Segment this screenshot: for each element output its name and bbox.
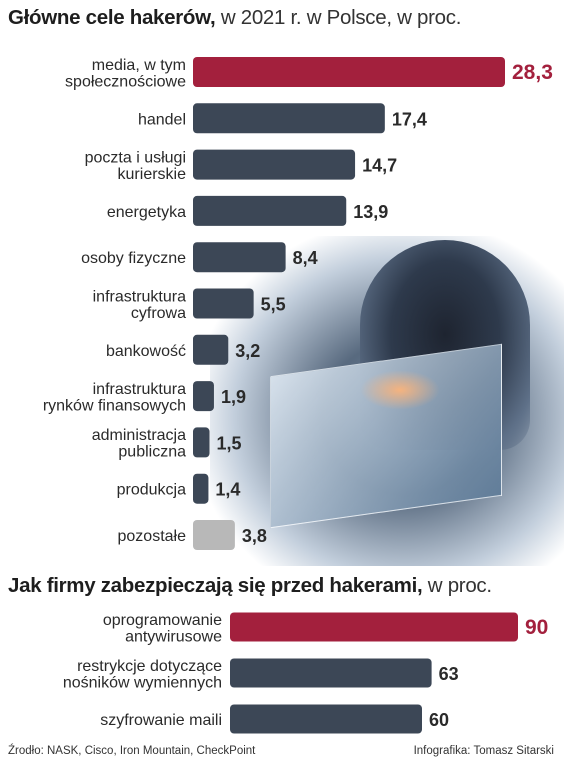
category-label-0-1-0: handel [138,111,186,128]
bar-0-6 [193,334,229,365]
bar-0-4 [193,242,286,273]
bar-0-0 [193,57,505,87]
bar-0-1 [193,103,385,134]
bar-0-5 [193,288,254,319]
value-label-0-4: 8,4 [293,248,318,268]
screen-glow-illustration [360,370,440,410]
bar-1-2 [230,704,422,734]
bar-0-7 [193,381,214,412]
value-label-0-0: 28,3 [512,61,553,84]
value-label-1-1: 63 [439,664,459,684]
bar-0-9 [193,473,209,504]
category-label-0-4-0: osoby fizyczne [81,250,186,267]
category-label-0-2-1: kurierskie [118,166,187,183]
category-label-0-8-1: publiczna [118,444,186,461]
bar-0-10 [193,520,235,550]
value-label-0-2: 14,7 [362,156,397,176]
value-label-1-2: 60 [429,710,449,730]
category-label-0-8-0: administracja [92,427,186,444]
category-label-0-2-0: poczta i usługi [85,149,186,166]
category-label-0-5-0: infrastruktura [93,288,186,305]
category-label-1-1-0: restrykcje dotyczące [77,658,222,675]
value-label-0-7: 1,9 [221,387,246,407]
value-label-0-6: 3,2 [235,341,260,361]
source-note: Źrodło: NASK, Cisco, Iron Mountain, Chec… [8,745,256,757]
bar-0-3 [193,195,347,226]
category-label-0-7-1: rynków finansowych [43,397,186,414]
category-label-0-0-1: społecznościowe [65,73,186,90]
bar-1-1 [230,658,432,688]
value-label-0-3: 13,9 [353,202,388,222]
category-label-0-7-0: infrastruktura [93,381,186,398]
category-label-1-0-0: oprogramowanie [103,612,222,629]
chart-title-protection: Jak firmy zabezpieczają się przed hakera… [8,574,492,597]
bar-1-0 [230,612,518,642]
value-label-0-1: 17,4 [392,109,427,129]
bar-0-2 [193,149,356,180]
category-label-0-0-0: media, w tym [92,57,186,74]
category-label-0-10-0: pozostałe [118,528,187,545]
category-label-0-5-1: cyfrowa [131,305,186,322]
category-label-1-0-1: antywirusowe [125,628,222,645]
chart-title-targets: Główne cele hakerów, w 2021 r. w Polsce,… [8,6,462,29]
category-label-0-9-0: produkcja [117,482,186,499]
value-label-0-9: 1,4 [215,480,240,500]
bar-0-8 [193,427,210,458]
value-label-0-8: 1,5 [217,433,242,453]
category-label-1-1-1: nośników wymiennych [63,674,222,691]
category-label-0-3-0: energetyka [107,204,186,221]
value-label-0-5: 5,5 [261,295,286,315]
value-label-1-0: 90 [525,616,548,639]
category-label-1-2-0: szyfrowanie maili [100,712,222,729]
category-label-0-6-0: bankowość [106,343,186,360]
value-label-0-10: 3,8 [242,526,267,546]
credit-note: Infografika: Tomasz Sitarski [413,745,554,757]
